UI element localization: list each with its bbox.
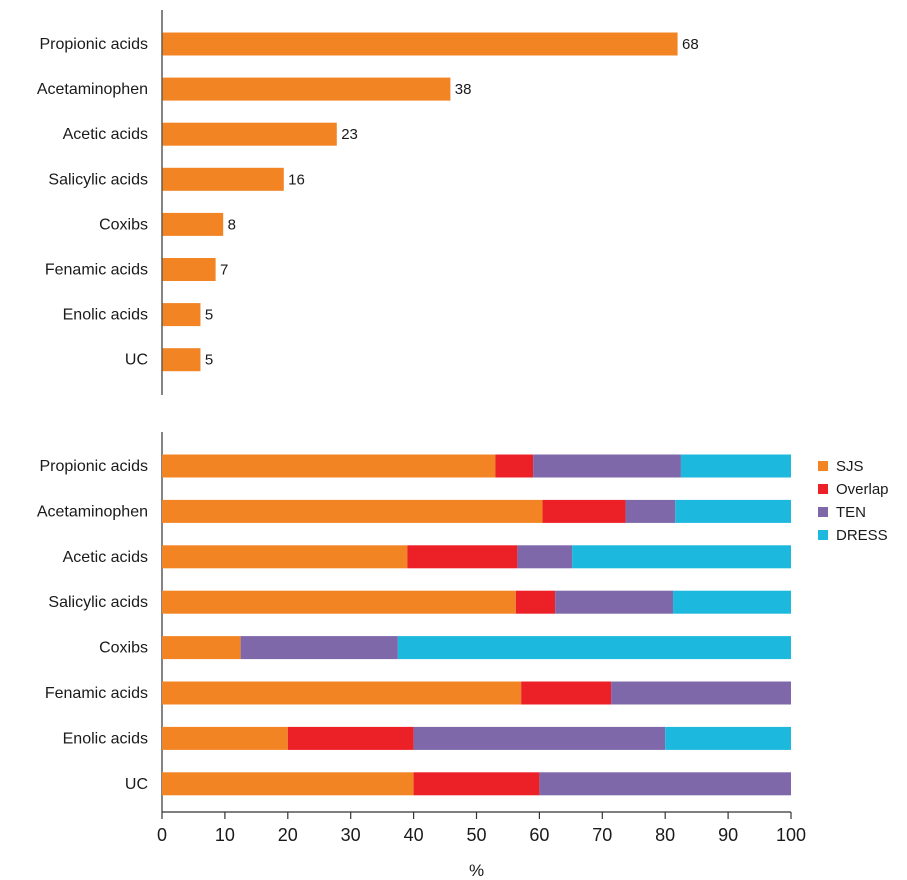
top-bar-enolic-acids bbox=[162, 303, 201, 327]
x-tick-label-70: 70 bbox=[592, 825, 612, 845]
bottom-category-label-acetic-acids: Acetic acids bbox=[63, 549, 148, 566]
bar-segment-ten-acetaminophen bbox=[625, 499, 676, 523]
bar-segment-sjs-enolic-acids bbox=[162, 726, 288, 750]
top-category-label-coxibs: Coxibs bbox=[99, 216, 148, 233]
bottom-category-label-fenamic-acids: Fenamic acids bbox=[45, 685, 148, 702]
bottom-category-label-enolic-acids: Enolic acids bbox=[63, 730, 148, 747]
bottom-category-label-coxibs: Coxibs bbox=[99, 640, 148, 657]
bar-segment-overlap-salicylic-acids bbox=[515, 590, 556, 614]
bar-segment-ten-coxibs bbox=[240, 636, 398, 660]
legend-label-overlap: Overlap bbox=[836, 481, 889, 498]
bottom-category-label-acetaminophen: Acetaminophen bbox=[37, 503, 148, 520]
bottom-category-label-propionic-acids: Propionic acids bbox=[40, 458, 149, 475]
stacked-bar-chart: Propionic acids Acetaminophen Acetic acids… bbox=[37, 432, 806, 880]
top-value-label-salicylic-acids: 16 bbox=[288, 171, 305, 188]
bar-segment-overlap-acetaminophen bbox=[542, 499, 626, 523]
x-tick-label-20: 20 bbox=[278, 825, 298, 845]
bar-segment-dress-acetic-acids bbox=[572, 545, 791, 569]
legend-swatch-overlap bbox=[818, 484, 828, 494]
top-category-label-acetic-acids: Acetic acids bbox=[63, 126, 148, 143]
bar-segment-ten-propionic-acids bbox=[533, 454, 681, 478]
x-tick-label-100: 100 bbox=[776, 825, 806, 845]
top-bar-fenamic-acids bbox=[162, 258, 216, 281]
x-tick-label-50: 50 bbox=[466, 825, 486, 845]
legend-label-dress: DRESS bbox=[836, 527, 888, 544]
chart-legend: SJS Overlap TEN DRESS bbox=[818, 458, 889, 544]
top-category-label-uc: UC bbox=[125, 352, 148, 369]
bar-segment-dress-coxibs bbox=[397, 636, 791, 660]
top-bar-propionic-acids bbox=[162, 32, 678, 56]
bottom-category-label-salicylic-acids: Salicylic acids bbox=[48, 594, 148, 611]
bar-segment-sjs-fenamic-acids bbox=[162, 681, 522, 705]
bar-segment-overlap-acetic-acids bbox=[407, 545, 518, 569]
bar-segment-sjs-acetaminophen bbox=[162, 499, 543, 523]
top-bar-salicylic-acids bbox=[162, 167, 284, 191]
bar-segment-dress-acetaminophen bbox=[675, 499, 791, 523]
top-value-label-coxibs: 8 bbox=[228, 216, 236, 233]
x-tick-label-80: 80 bbox=[655, 825, 675, 845]
x-axis-title: % bbox=[469, 861, 484, 880]
legend-swatch-dress bbox=[818, 530, 828, 540]
top-value-label-acetaminophen: 38 bbox=[455, 81, 472, 98]
bar-segment-overlap-propionic-acids bbox=[495, 454, 534, 478]
bar-segment-dress-enolic-acids bbox=[665, 726, 791, 750]
bar-segment-ten-uc bbox=[539, 772, 791, 796]
bar-segment-sjs-acetic-acids bbox=[162, 545, 408, 569]
bar-segment-overlap-fenamic-acids bbox=[521, 681, 612, 705]
top-bar-chart: Propionic acids 68 Acetaminophen 38 Acetic a… bbox=[37, 10, 699, 395]
top-category-label-enolic-acids: Enolic acids bbox=[63, 307, 148, 324]
x-tick-label-90: 90 bbox=[718, 825, 738, 845]
top-category-label-acetaminophen: Acetaminophen bbox=[37, 81, 148, 98]
bar-segment-overlap-uc bbox=[413, 772, 540, 796]
bar-segment-ten-salicylic-acids bbox=[555, 590, 674, 614]
bottom-category-label-uc: UC bbox=[125, 776, 148, 793]
legend-swatch-sjs bbox=[818, 461, 828, 471]
bar-segment-ten-enolic-acids bbox=[413, 726, 666, 750]
bar-segment-overlap-enolic-acids bbox=[287, 726, 414, 750]
bar-segment-sjs-coxibs bbox=[162, 636, 241, 660]
top-value-label-fenamic-acids: 7 bbox=[220, 262, 228, 279]
top-value-label-enolic-acids: 5 bbox=[205, 307, 213, 324]
top-category-label-salicylic-acids: Salicylic acids bbox=[48, 171, 148, 188]
x-tick-label-60: 60 bbox=[529, 825, 549, 845]
x-tick-label-0: 0 bbox=[157, 825, 167, 845]
x-tick-label-10: 10 bbox=[215, 825, 235, 845]
legend-label-sjs: SJS bbox=[836, 458, 864, 475]
bar-segment-ten-acetic-acids bbox=[517, 545, 573, 569]
top-category-label-propionic-acids: Propionic acids bbox=[40, 36, 149, 53]
legend-swatch-ten bbox=[818, 507, 828, 517]
top-value-label-acetic-acids: 23 bbox=[341, 126, 358, 143]
bar-segment-sjs-salicylic-acids bbox=[162, 590, 516, 614]
bar-segment-sjs-propionic-acids bbox=[162, 454, 496, 478]
top-bar-acetaminophen bbox=[162, 77, 451, 101]
top-bar-uc bbox=[162, 348, 201, 372]
top-value-label-uc: 5 bbox=[205, 352, 213, 369]
bar-segment-ten-fenamic-acids bbox=[611, 681, 791, 705]
bar-segment-sjs-uc bbox=[162, 772, 414, 796]
x-tick-label-30: 30 bbox=[341, 825, 361, 845]
bar-segment-dress-propionic-acids bbox=[680, 454, 791, 478]
bar-segment-dress-salicylic-acids bbox=[673, 590, 791, 614]
top-bar-coxibs bbox=[162, 212, 224, 236]
x-tick-label-40: 40 bbox=[404, 825, 424, 845]
top-value-label-propionic-acids: 68 bbox=[682, 36, 699, 53]
top-category-label-fenamic-acids: Fenamic acids bbox=[45, 262, 148, 279]
legend-label-ten: TEN bbox=[836, 504, 866, 521]
top-bar-acetic-acids bbox=[162, 122, 337, 146]
